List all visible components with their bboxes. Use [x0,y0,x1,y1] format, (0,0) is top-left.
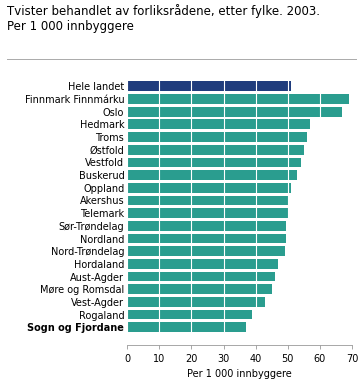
Bar [127,297,265,307]
Bar [127,107,342,117]
Bar [127,82,291,92]
Bar [127,170,297,180]
Bar [127,94,349,104]
Text: Tvister behandlet av forliksrådene, etter fylke. 2003.
Per 1 000 innbyggere: Tvister behandlet av forliksrådene, ette… [7,4,320,33]
Bar [127,196,289,205]
X-axis label: Per 1 000 innbyggere: Per 1 000 innbyggere [187,369,292,379]
Bar [127,119,310,129]
Bar [127,259,278,269]
Bar [127,284,272,294]
Bar [127,322,246,332]
Bar [127,145,304,155]
Bar [127,132,307,142]
Bar [127,234,286,244]
Bar [127,208,288,218]
Bar [127,309,252,319]
Bar [127,157,301,167]
Bar [127,183,291,193]
Bar [127,246,285,256]
Bar [127,272,275,282]
Bar [127,221,286,231]
